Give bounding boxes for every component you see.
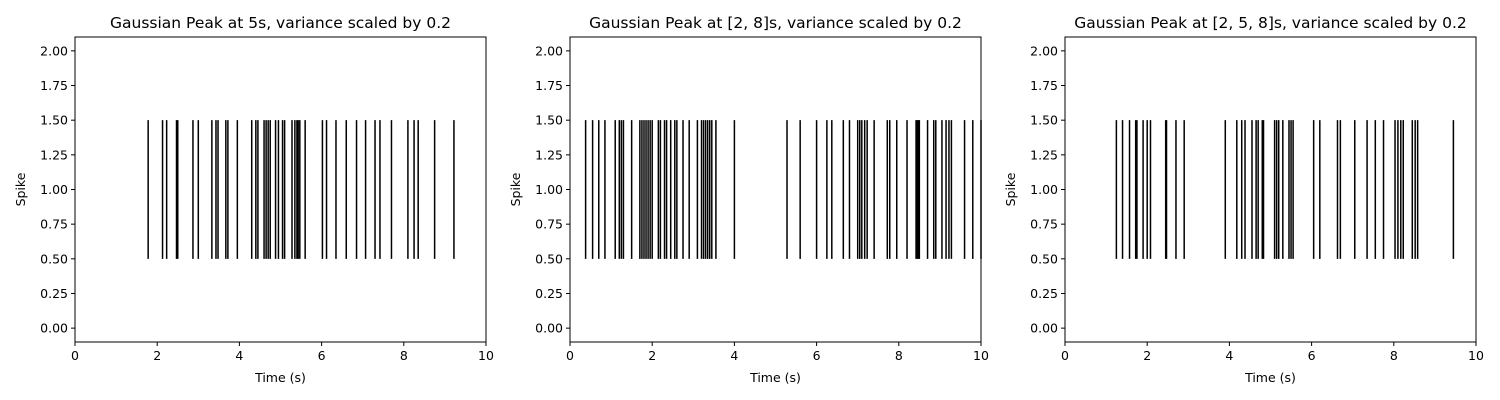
x-tick-label: 4: [235, 348, 243, 363]
y-tick-label: 2.00: [40, 43, 68, 58]
x-tick-label: 2: [1143, 348, 1151, 363]
x-tick-label: 10: [1468, 348, 1484, 363]
y-axis-label: Spike: [1003, 172, 1018, 206]
y-tick-label: 1.25: [40, 147, 68, 162]
x-axis-label: Time (s): [749, 370, 801, 385]
x-axis-label: Time (s): [254, 370, 306, 385]
y-tick-label: 2.00: [535, 43, 563, 58]
y-tick-label: 0.25: [40, 286, 68, 301]
chart-panel-1: 0 2 4 6 8 10 0.00 0.25 0.50 0.75 1.00 1.25 1.50 1.75 2…: [13, 14, 494, 385]
y-tick-label: 1.00: [40, 182, 68, 197]
chart-title: Gaussian Peak at [2, 5, 8]s, variance sc…: [1074, 14, 1467, 32]
chart-title: Gaussian Peak at 5s, variance scaled by …: [110, 14, 451, 32]
y-tick-label: 0.25: [1030, 286, 1058, 301]
chart-title: Gaussian Peak at [2, 8]s, variance scale…: [589, 14, 962, 32]
y-tick-label: 1.50: [535, 113, 563, 128]
y-tick-label: 0.50: [40, 251, 68, 266]
y-tick-label: 1.75: [40, 78, 68, 93]
x-axis-label: Time (s): [1244, 370, 1296, 385]
y-axis-label: Spike: [13, 172, 28, 206]
x-tick-label: 6: [1308, 348, 1316, 363]
y-axis-label: Spike: [508, 172, 523, 206]
x-tick-label: 0: [1061, 348, 1069, 363]
y-tick-label: 1.75: [1030, 78, 1058, 93]
y-tick-label: 0.50: [535, 251, 563, 266]
y-tick-label: 1.75: [535, 78, 563, 93]
y-tick-label: 0.00: [535, 321, 563, 336]
x-tick-label: 10: [973, 348, 989, 363]
x-tick-label: 8: [895, 348, 903, 363]
x-tick-label: 8: [400, 348, 408, 363]
y-tick-label: 1.00: [535, 182, 563, 197]
x-tick-label: 4: [1225, 348, 1233, 363]
y-tick-label: 1.50: [1030, 113, 1058, 128]
x-tick-label: 0: [566, 348, 574, 363]
y-tick-label: 0.00: [1030, 321, 1058, 336]
y-tick-label: 0.50: [1030, 251, 1058, 266]
x-tick-label: 2: [153, 348, 161, 363]
y-tick-label: 2.00: [1030, 43, 1058, 58]
x-tick-label: 6: [813, 348, 821, 363]
chart-panel-3: 0 2 4 6 8 10 0.00 0.25 0.50 0.75 1.00 1.25 1.50 1.75 2…: [1003, 14, 1484, 385]
y-tick-label: 1.50: [40, 113, 68, 128]
y-tick-label: 0.75: [535, 217, 563, 232]
x-tick-label: 2: [648, 348, 656, 363]
y-tick-label: 0.75: [1030, 217, 1058, 232]
x-tick-label: 4: [730, 348, 738, 363]
axes-frame: [1064, 36, 1477, 343]
x-tick-label: 8: [1390, 348, 1398, 363]
y-tick-label: 1.25: [535, 147, 563, 162]
y-tick-label: 1.25: [1030, 147, 1058, 162]
y-tick-label: 0.75: [40, 217, 68, 232]
axes-frame: [74, 36, 487, 343]
x-tick-label: 0: [71, 348, 79, 363]
y-tick-label: 0.25: [535, 286, 563, 301]
y-tick-label: 0.00: [40, 321, 68, 336]
chart-panel-2: 0 2 4 6 8 10 0.00 0.25 0.50 0.75 1.00 1.25 1.50 1.75 2…: [508, 14, 989, 385]
x-tick-label: 10: [478, 348, 494, 363]
x-tick-label: 6: [318, 348, 326, 363]
y-tick-label: 1.00: [1030, 182, 1058, 197]
